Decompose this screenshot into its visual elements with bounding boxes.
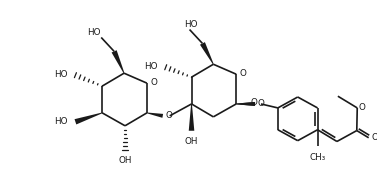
Text: O: O bbox=[250, 98, 257, 107]
Polygon shape bbox=[147, 113, 163, 118]
Text: HO: HO bbox=[184, 20, 197, 29]
Text: OH: OH bbox=[185, 137, 198, 146]
Text: O: O bbox=[257, 99, 264, 108]
Text: CH₃: CH₃ bbox=[310, 152, 326, 162]
Polygon shape bbox=[200, 42, 214, 64]
Polygon shape bbox=[236, 102, 255, 106]
Polygon shape bbox=[189, 104, 194, 131]
Text: O: O bbox=[371, 133, 377, 142]
Text: OH: OH bbox=[118, 156, 132, 165]
Text: O: O bbox=[240, 69, 247, 78]
Polygon shape bbox=[236, 102, 255, 106]
Text: O: O bbox=[359, 103, 366, 113]
Text: HO: HO bbox=[54, 70, 67, 79]
Text: HO: HO bbox=[87, 28, 100, 37]
Text: HO: HO bbox=[144, 62, 158, 71]
Text: O: O bbox=[150, 78, 157, 87]
Text: HO: HO bbox=[54, 117, 67, 126]
Polygon shape bbox=[75, 113, 102, 124]
Polygon shape bbox=[112, 50, 124, 73]
Text: O: O bbox=[165, 111, 172, 120]
